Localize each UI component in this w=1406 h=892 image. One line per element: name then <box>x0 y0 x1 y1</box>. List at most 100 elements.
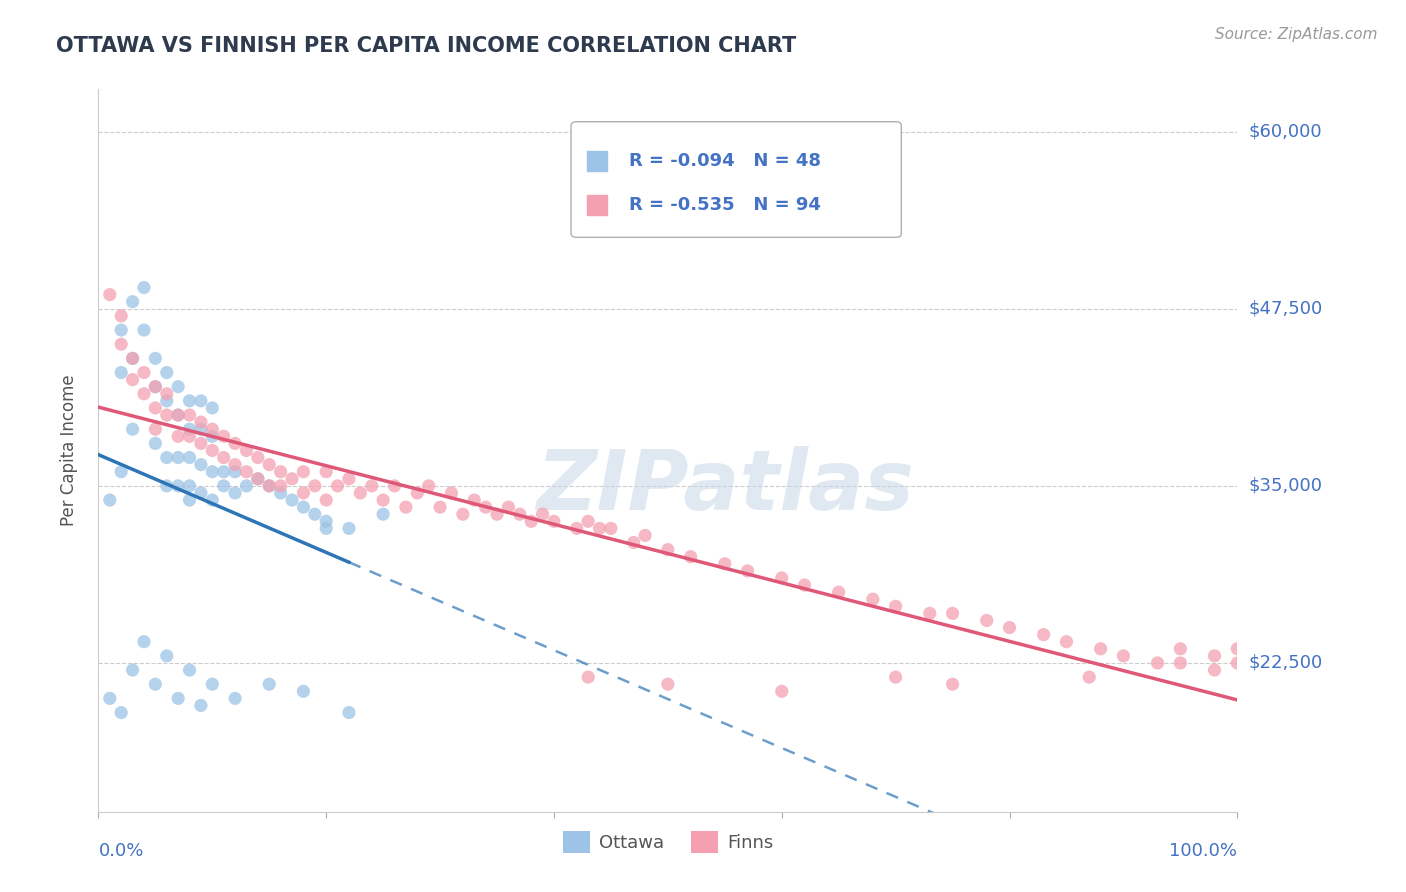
Point <box>292 465 315 479</box>
Point <box>179 663 201 677</box>
Point <box>360 479 382 493</box>
Y-axis label: Per Capita Income: Per Capita Income <box>59 375 77 526</box>
Point <box>201 443 224 458</box>
Point <box>156 393 179 408</box>
Point <box>110 366 132 380</box>
Text: $60,000: $60,000 <box>1249 123 1322 141</box>
Point <box>212 465 235 479</box>
Point <box>121 351 143 366</box>
Point <box>98 493 121 508</box>
Point <box>942 607 965 621</box>
Point <box>132 280 155 294</box>
Point <box>190 422 212 436</box>
Point <box>474 500 496 515</box>
Point <box>235 479 257 493</box>
Point <box>246 450 269 465</box>
Point <box>179 429 201 443</box>
Point <box>463 493 485 508</box>
Text: $22,500: $22,500 <box>1249 654 1323 672</box>
Point <box>121 373 143 387</box>
Point <box>1204 663 1226 677</box>
Point <box>224 458 246 472</box>
Point <box>167 380 190 394</box>
Point <box>1204 648 1226 663</box>
Point <box>110 337 132 351</box>
Point <box>1056 634 1078 648</box>
Point <box>498 500 520 515</box>
Text: 100.0%: 100.0% <box>1170 842 1237 860</box>
Point <box>145 380 167 394</box>
Text: $35,000: $35,000 <box>1249 477 1323 495</box>
Point <box>588 521 610 535</box>
Point <box>486 507 509 521</box>
Point <box>1090 641 1112 656</box>
Point <box>451 507 474 521</box>
Point <box>292 684 315 698</box>
Point <box>121 422 143 436</box>
Point <box>440 486 463 500</box>
Point <box>145 380 167 394</box>
Point <box>531 507 554 521</box>
Point <box>1226 656 1249 670</box>
Point <box>315 521 337 535</box>
Point <box>281 493 304 508</box>
Point <box>201 677 224 691</box>
Point <box>406 486 429 500</box>
Point <box>259 479 281 493</box>
Point <box>156 479 179 493</box>
Point <box>201 429 224 443</box>
Point <box>235 443 257 458</box>
Point <box>1170 641 1192 656</box>
Point <box>179 408 201 422</box>
Point <box>167 479 190 493</box>
Point <box>224 486 246 500</box>
Point <box>110 706 132 720</box>
Point <box>337 706 360 720</box>
Point <box>770 684 793 698</box>
Point <box>509 507 531 521</box>
Point <box>190 415 212 429</box>
Point <box>679 549 702 564</box>
Point <box>235 465 257 479</box>
Point <box>1032 627 1054 641</box>
Point <box>828 585 851 599</box>
Point <box>98 287 121 301</box>
Point <box>315 465 337 479</box>
Point <box>793 578 815 592</box>
Text: ZIPatlas: ZIPatlas <box>536 446 914 527</box>
Point <box>110 309 132 323</box>
Point <box>270 465 292 479</box>
Point <box>1170 656 1192 670</box>
Point <box>770 571 793 585</box>
Point <box>976 614 998 628</box>
Point <box>429 500 451 515</box>
Point <box>156 648 179 663</box>
Point <box>281 472 304 486</box>
Point <box>304 507 326 521</box>
Point <box>212 429 235 443</box>
Point <box>98 691 121 706</box>
Point <box>121 294 143 309</box>
Point <box>167 691 190 706</box>
Point <box>259 458 281 472</box>
Point <box>942 677 965 691</box>
Point <box>292 486 315 500</box>
Point <box>349 486 371 500</box>
Point <box>201 493 224 508</box>
Point <box>190 486 212 500</box>
Point <box>201 422 224 436</box>
FancyBboxPatch shape <box>571 121 901 237</box>
Point <box>132 634 155 648</box>
Point <box>110 465 132 479</box>
Point <box>224 436 246 450</box>
Point <box>201 465 224 479</box>
Point <box>1078 670 1101 684</box>
Text: 0.0%: 0.0% <box>98 842 143 860</box>
Point <box>167 408 190 422</box>
Point <box>395 500 418 515</box>
Point <box>224 691 246 706</box>
Point <box>132 323 155 337</box>
Text: Source: ZipAtlas.com: Source: ZipAtlas.com <box>1215 27 1378 42</box>
Point <box>884 599 907 614</box>
Point <box>292 500 315 515</box>
